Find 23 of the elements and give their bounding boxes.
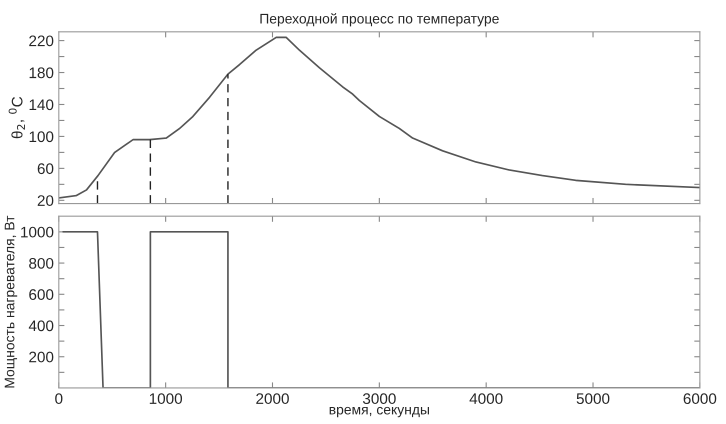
y-axis-title: Мощность нагревателя, Вт [4,216,18,388]
y-tick-label: 1000 [21,226,54,238]
x-tick-label: 0 [55,393,62,404]
y-tick-label: 180 [30,67,54,78]
y-tick-label: 600 [29,289,54,300]
x-tick-label: 4000 [470,393,503,404]
chart-title: Переходной процесс по температуре [260,13,499,26]
y-tick-label: 20 [38,195,54,206]
y-tick-label: 220 [29,35,54,46]
y-tick-label: 60 [38,163,54,174]
y-tick-label: 400 [28,320,54,332]
y-tick-label: 100 [30,131,54,142]
y-axis-title: θ$_{2}$, $^{0}$C [8,96,25,138]
y-tick-label: 140 [30,99,54,110]
x-axis-title: время, секунды [330,406,429,418]
x-tick-label: 5000 [576,393,610,404]
x-tick-label: 1000 [150,393,182,404]
x-tick-label: 6000 [684,393,716,404]
x-tick-label: 3000 [362,393,396,404]
y-tick-label: 200 [29,352,54,362]
y-tick-label: 800 [29,258,54,269]
x-tick-label: 2000 [256,393,289,404]
line-series [58,36,700,199]
